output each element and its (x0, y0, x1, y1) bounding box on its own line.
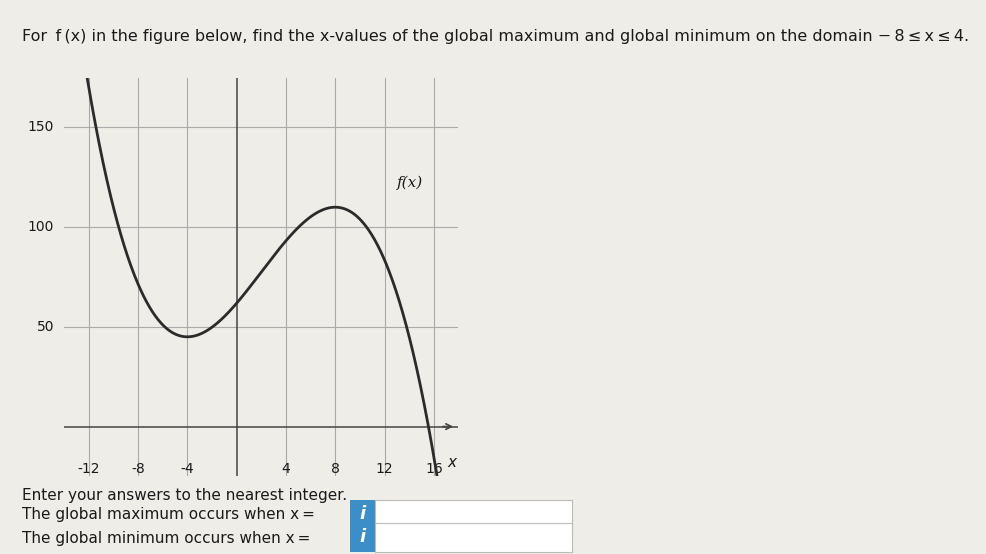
Text: i: i (359, 505, 366, 523)
Text: i: i (359, 529, 366, 546)
Text: The global minimum occurs when x =: The global minimum occurs when x = (22, 531, 310, 546)
Text: For  f (x) in the figure below, find the x-values of the global maximum and glob: For f (x) in the figure below, find the … (22, 29, 969, 44)
Text: 12: 12 (376, 463, 393, 476)
Text: f(x): f(x) (396, 176, 423, 191)
Text: 4: 4 (282, 463, 290, 476)
Text: 150: 150 (28, 120, 54, 135)
Text: -12: -12 (78, 463, 100, 476)
Text: 100: 100 (28, 220, 54, 234)
Text: 8: 8 (330, 463, 340, 476)
Text: Enter your answers to the nearest integer.: Enter your answers to the nearest intege… (22, 488, 347, 502)
Text: -8: -8 (131, 463, 145, 476)
Text: 16: 16 (425, 463, 443, 476)
Text: -4: -4 (180, 463, 194, 476)
Text: x: x (448, 454, 457, 469)
Text: 50: 50 (36, 320, 54, 334)
Text: The global maximum occurs when x =: The global maximum occurs when x = (22, 506, 315, 522)
